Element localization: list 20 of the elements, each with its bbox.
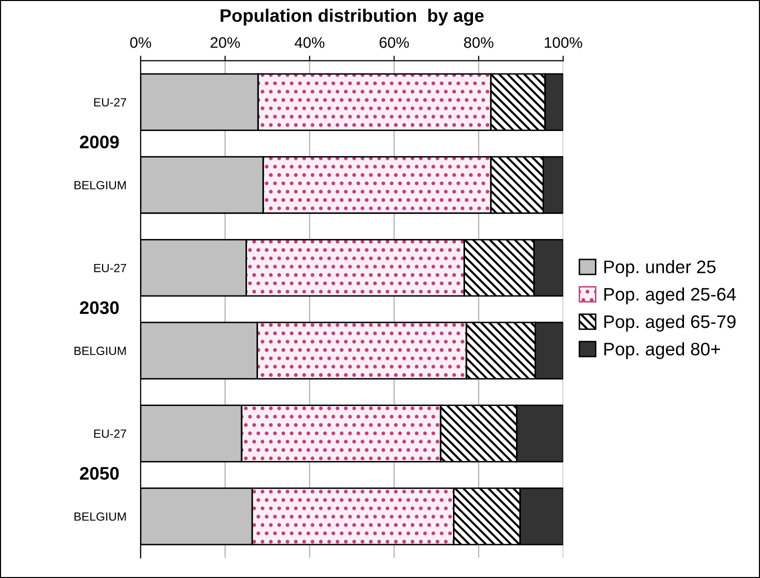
legend-label: Pop. under 25 (604, 260, 716, 277)
chart-title: Population distribution by age (220, 8, 484, 26)
text: 2050 (80, 466, 119, 480)
x-tick-label: 20% (210, 37, 240, 48)
legend-label: Pop. aged 65-79 (604, 314, 736, 332)
legend-label: Pop. aged 80+ (604, 342, 720, 360)
text: 2030 (80, 301, 119, 314)
legend-label: Pop. aged 25-64 (604, 287, 736, 304)
y-tick-label: EU-27 (94, 430, 126, 438)
y-tick-label: EU-27 (94, 98, 126, 107)
y-tick-label: BELGIUM (74, 180, 126, 190)
x-tick-label: 40% (294, 37, 324, 48)
x-tick-label: 0% (130, 37, 152, 48)
x-tick-label: 60% (380, 37, 409, 48)
y-tick-label: BELGIUM (74, 346, 126, 356)
x-tick-label: 80% (464, 37, 494, 48)
text: 2009 (80, 136, 119, 148)
x-tick-label: 100% (544, 37, 582, 48)
y-tick-label: BELGIUM (74, 512, 126, 521)
y-tick-label: EU-27 (94, 264, 126, 272)
